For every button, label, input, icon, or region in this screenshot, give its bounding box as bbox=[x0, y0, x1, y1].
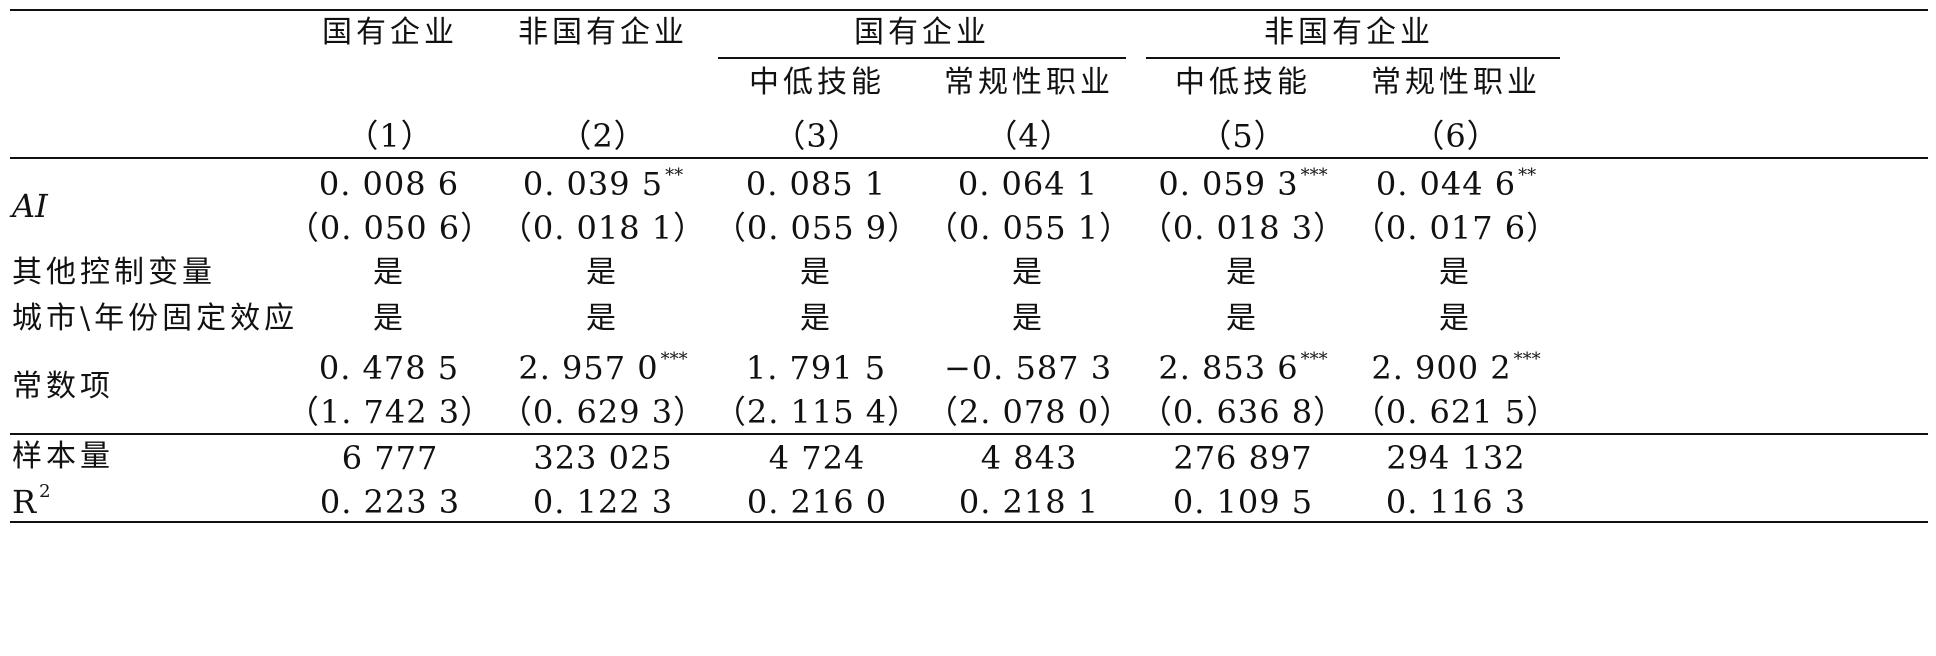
bottom-rule bbox=[10, 521, 1928, 523]
n-1: 6 777 bbox=[341, 439, 439, 477]
r2-1: 0. 223 3 bbox=[319, 483, 461, 521]
const-coef-4: −0. 587 3 bbox=[943, 349, 1113, 387]
const-se-4: （2. 078 0） bbox=[925, 393, 1133, 431]
n-4: 4 843 bbox=[980, 439, 1078, 477]
header-col1-group: 国有企业 bbox=[322, 15, 458, 50]
ai-coef-3: 0. 085 1 bbox=[745, 165, 887, 203]
fe-6: 是 bbox=[1439, 301, 1473, 336]
n-5: 276 897 bbox=[1173, 439, 1313, 477]
row-label-fixed-effects: 城市\年份固定效应 bbox=[12, 301, 299, 336]
ai-se-3: （0. 055 9） bbox=[713, 209, 921, 247]
ai-se-1: （0. 050 6） bbox=[286, 209, 494, 247]
r2-4: 0. 218 1 bbox=[958, 483, 1100, 521]
n-3: 4 724 bbox=[768, 439, 866, 477]
fe-5: 是 bbox=[1226, 301, 1260, 336]
group-rule-soe bbox=[718, 57, 1126, 59]
header-group-soe: 国有企业 bbox=[854, 15, 990, 50]
row-label-sample-size: 样本量 bbox=[12, 439, 114, 474]
ai-coef-2: 0. 039 5 ** bbox=[522, 165, 684, 203]
controls-5: 是 bbox=[1226, 255, 1260, 290]
col-number-6: （6） bbox=[1412, 117, 1500, 155]
const-se-1: （1. 742 3） bbox=[286, 393, 494, 431]
mid-rule bbox=[10, 433, 1928, 435]
fe-3: 是 bbox=[800, 301, 834, 336]
ai-se-5: （0. 018 3） bbox=[1139, 209, 1347, 247]
top-rule bbox=[10, 9, 1928, 11]
ai-coef-1: 0. 008 6 bbox=[318, 165, 460, 203]
col-number-4: （4） bbox=[985, 117, 1073, 155]
ai-coef-6: 0. 044 6 ** bbox=[1375, 165, 1537, 203]
header-sub-col3: 中低技能 bbox=[749, 65, 885, 100]
header-rule bbox=[10, 157, 1928, 159]
fe-4: 是 bbox=[1012, 301, 1046, 336]
const-coef-2: 2. 957 0 *** bbox=[518, 349, 688, 387]
header-sub-col5: 中低技能 bbox=[1175, 65, 1311, 100]
row-label-ai: AI bbox=[12, 187, 48, 225]
controls-2: 是 bbox=[586, 255, 620, 290]
row-label-controls: 其他控制变量 bbox=[12, 255, 216, 290]
row-label-constant: 常数项 bbox=[12, 369, 114, 404]
ai-se-6: （0. 017 6） bbox=[1352, 209, 1560, 247]
r2-3: 0. 216 0 bbox=[746, 483, 888, 521]
fe-2: 是 bbox=[586, 301, 620, 336]
ai-se-4: （0. 055 1） bbox=[925, 209, 1133, 247]
col-number-3: （3） bbox=[773, 117, 861, 155]
header-col2-group: 非国有企业 bbox=[518, 15, 688, 50]
const-coef-3: 1. 791 5 bbox=[745, 349, 887, 387]
fe-1: 是 bbox=[373, 301, 407, 336]
controls-3: 是 bbox=[800, 255, 834, 290]
const-se-3: （2. 115 4） bbox=[713, 393, 921, 431]
header-sub-col6: 常规性职业 bbox=[1371, 65, 1541, 100]
col-number-1: （1） bbox=[346, 117, 434, 155]
r2-5: 0. 109 5 bbox=[1172, 483, 1314, 521]
const-se-6: （0. 621 5） bbox=[1352, 393, 1560, 431]
r2-2: 0. 122 3 bbox=[532, 483, 674, 521]
const-se-5: （0. 636 8） bbox=[1139, 393, 1347, 431]
col-number-5: （5） bbox=[1199, 117, 1287, 155]
const-coef-5: 2. 853 6 *** bbox=[1158, 349, 1328, 387]
n-2: 323 025 bbox=[533, 439, 673, 477]
group-rule-non-soe bbox=[1146, 57, 1560, 59]
const-coef-6: 2. 900 2 *** bbox=[1371, 349, 1541, 387]
ai-coef-5: 0. 059 3 *** bbox=[1158, 165, 1328, 203]
ai-coef-4: 0. 064 1 bbox=[957, 165, 1099, 203]
ai-se-2: （0. 018 1） bbox=[499, 209, 707, 247]
r2-6: 0. 116 3 bbox=[1385, 483, 1527, 521]
n-6: 294 132 bbox=[1386, 439, 1526, 477]
col-number-2: （2） bbox=[559, 117, 647, 155]
const-coef-1: 0. 478 5 bbox=[318, 349, 460, 387]
controls-6: 是 bbox=[1439, 255, 1473, 290]
controls-1: 是 bbox=[373, 255, 407, 290]
header-sub-col4: 常规性职业 bbox=[944, 65, 1114, 100]
const-se-2: （0. 629 3） bbox=[499, 393, 707, 431]
header-group-non-soe: 非国有企业 bbox=[1264, 15, 1434, 50]
controls-4: 是 bbox=[1012, 255, 1046, 290]
